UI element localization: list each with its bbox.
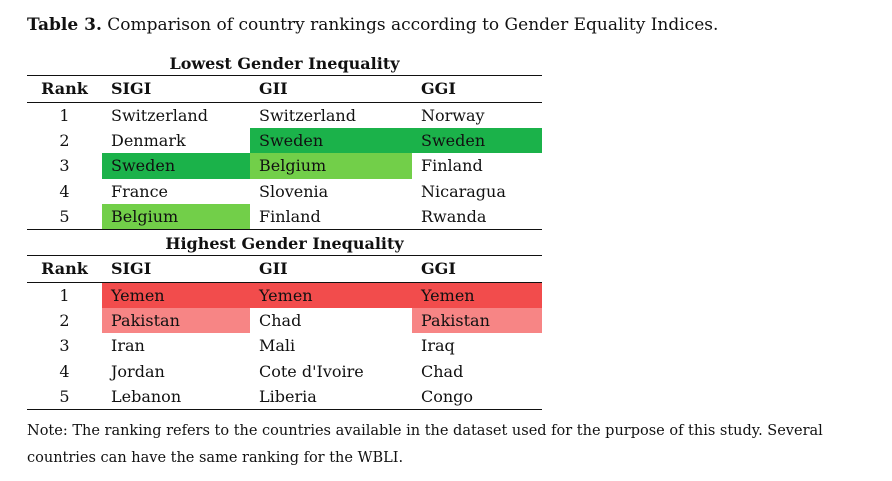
ggi-cell: Congo (421, 386, 474, 406)
rankings-table: Lowest Gender Inequality Rank SIGI GII GGI 1 S… (27, 50, 542, 410)
gii-cell: Finland (259, 206, 321, 226)
table-row: 3 Sweden Belgium Finland (27, 153, 542, 179)
table-row: 3 Iran Mali Iraq (27, 333, 542, 358)
gii-cell: Chad (259, 311, 302, 331)
table-row: 4 Jordan Cote d'Ivoire Chad (27, 359, 542, 384)
ggi-cell: Chad (421, 361, 464, 381)
rule-line (27, 408, 542, 410)
ggi-cell: Rwanda (421, 206, 487, 226)
gii-cell: Yemen (250, 282, 412, 309)
gii-cell: Switzerland (259, 106, 356, 125)
header-ggi: GGI (421, 258, 456, 278)
table-row: 1 Yemen Yemen Yemen (27, 282, 542, 309)
sigi-cell: Iran (111, 336, 145, 356)
ggi-cell: Norway (421, 106, 485, 125)
header-rank: Rank (41, 258, 88, 278)
header-gii: GII (259, 258, 288, 278)
section-title: Lowest Gender Inequality (169, 54, 400, 73)
sigi-cell: Switzerland (111, 106, 208, 125)
sigi-cell: Denmark (111, 131, 186, 151)
ggi-cell: Pakistan (412, 308, 542, 334)
table-row: 4 France Slovenia Nicaragua (27, 179, 542, 204)
rank-cell: 3 (59, 156, 70, 176)
gii-cell: Slovenia (259, 181, 329, 201)
rank-cell: 5 (59, 206, 70, 226)
header-sigi: SIGI (111, 258, 152, 278)
table-row: 5 Belgium Finland Rwanda (27, 203, 542, 229)
sigi-cell: Belgium (102, 203, 250, 229)
sigi-cell: Lebanon (111, 386, 182, 406)
rank-cell: 1 (59, 106, 70, 125)
rank-cell: 2 (59, 311, 70, 331)
header-sigi: SIGI (111, 79, 152, 98)
header-ggi: GGI (421, 79, 456, 98)
gii-cell: Sweden (250, 128, 412, 154)
header-row: Rank SIGI GII GGI (27, 256, 542, 282)
gii-cell: Cote d'Ivoire (259, 361, 364, 381)
sigi-cell: Sweden (102, 153, 250, 179)
ggi-cell: Finland (421, 156, 483, 176)
gii-cell: Mali (259, 336, 296, 356)
rank-cell: 5 (59, 386, 70, 406)
table-row: 1 Switzerland Switzerland Norway (27, 103, 542, 128)
ggi-cell: Iraq (421, 336, 455, 356)
table-caption: Table 3. Comparison of country rankings … (27, 15, 718, 35)
table-note: Note: The ranking refers to the countrie… (27, 423, 823, 466)
rank-cell: 3 (59, 336, 70, 356)
section-title: Highest Gender Inequality (165, 233, 404, 253)
ggi-cell: Nicaragua (421, 181, 506, 201)
sigi-cell: Pakistan (102, 308, 250, 334)
rule-line (27, 281, 542, 283)
rule-line (27, 75, 542, 76)
table-row: 5 Lebanon Liberia Congo (27, 384, 542, 409)
gii-cell: Belgium (250, 153, 412, 179)
sigi-cell: France (111, 181, 169, 201)
gii-cell: Liberia (259, 386, 317, 406)
sigi-cell: Jordan (111, 361, 165, 381)
table-caption-text: Comparison of country rankings according… (107, 15, 719, 35)
header-rank: Rank (41, 79, 88, 98)
ggi-cell: Yemen (412, 282, 542, 309)
rank-cell: 1 (59, 285, 70, 305)
table-row: 2 Pakistan Chad Pakistan (27, 308, 542, 334)
rank-cell: 4 (59, 361, 70, 381)
rule-line (27, 254, 542, 256)
header-row: Rank SIGI GII GGI (27, 76, 542, 102)
rank-cell: 4 (59, 181, 70, 201)
table-caption-label: Table 3. (27, 15, 102, 35)
rule-line (27, 228, 542, 230)
sigi-cell: Yemen (102, 282, 250, 309)
table-row: 2 Denmark Sweden Sweden (27, 128, 542, 154)
header-gii: GII (259, 79, 288, 98)
ggi-cell: Sweden (412, 128, 542, 154)
rank-cell: 2 (59, 131, 70, 151)
rule-line (27, 102, 542, 103)
